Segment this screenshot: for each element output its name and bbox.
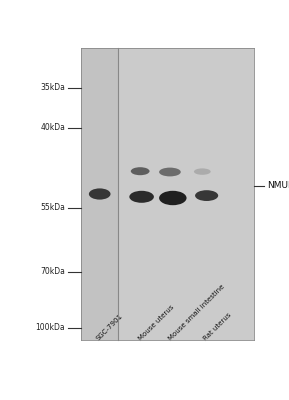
Text: Rat uterus: Rat uterus (202, 312, 232, 342)
Ellipse shape (194, 168, 211, 175)
Bar (81, 48, 254, 340)
Ellipse shape (89, 188, 110, 200)
Ellipse shape (159, 168, 181, 176)
Ellipse shape (159, 191, 187, 205)
Ellipse shape (129, 191, 154, 203)
Text: NMUR2: NMUR2 (267, 182, 289, 190)
Text: 35kDa: 35kDa (40, 84, 65, 92)
Ellipse shape (131, 167, 150, 175)
Ellipse shape (195, 190, 218, 201)
Text: Mouse uterus: Mouse uterus (137, 304, 175, 342)
Bar (81, 48, 118, 340)
Text: 70kDa: 70kDa (40, 268, 65, 276)
Text: SGC-7901: SGC-7901 (95, 313, 125, 342)
Text: 100kDa: 100kDa (35, 324, 65, 332)
Text: Mouse small intestine: Mouse small intestine (168, 284, 226, 342)
Text: 40kDa: 40kDa (40, 124, 65, 132)
Text: 55kDa: 55kDa (40, 204, 65, 212)
